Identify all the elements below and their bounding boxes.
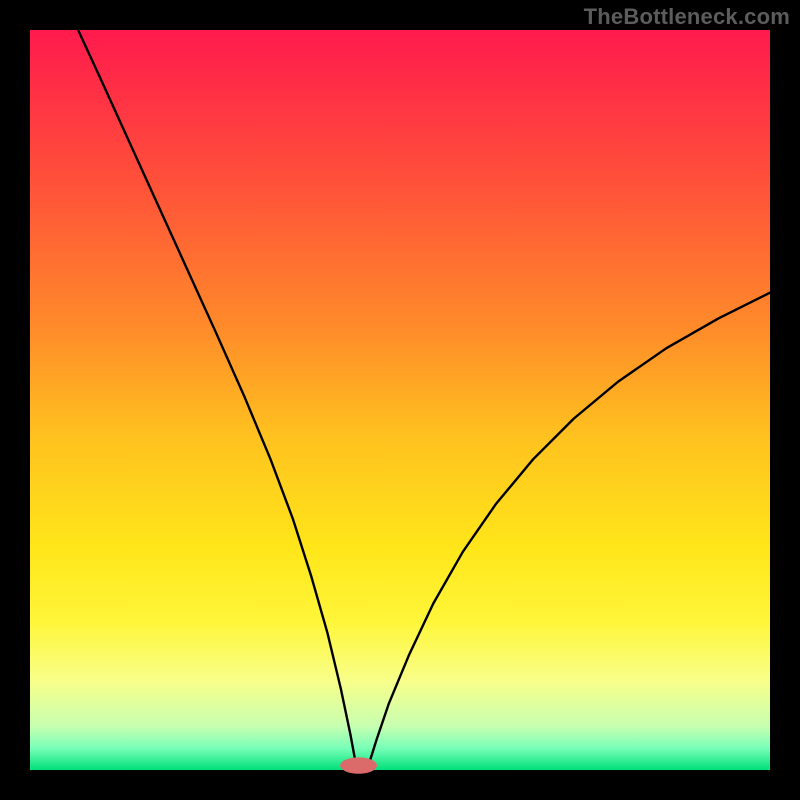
watermark-text: TheBottleneck.com	[584, 4, 790, 30]
chart-stage: TheBottleneck.com	[0, 0, 800, 800]
bottleneck-chart	[0, 0, 800, 800]
